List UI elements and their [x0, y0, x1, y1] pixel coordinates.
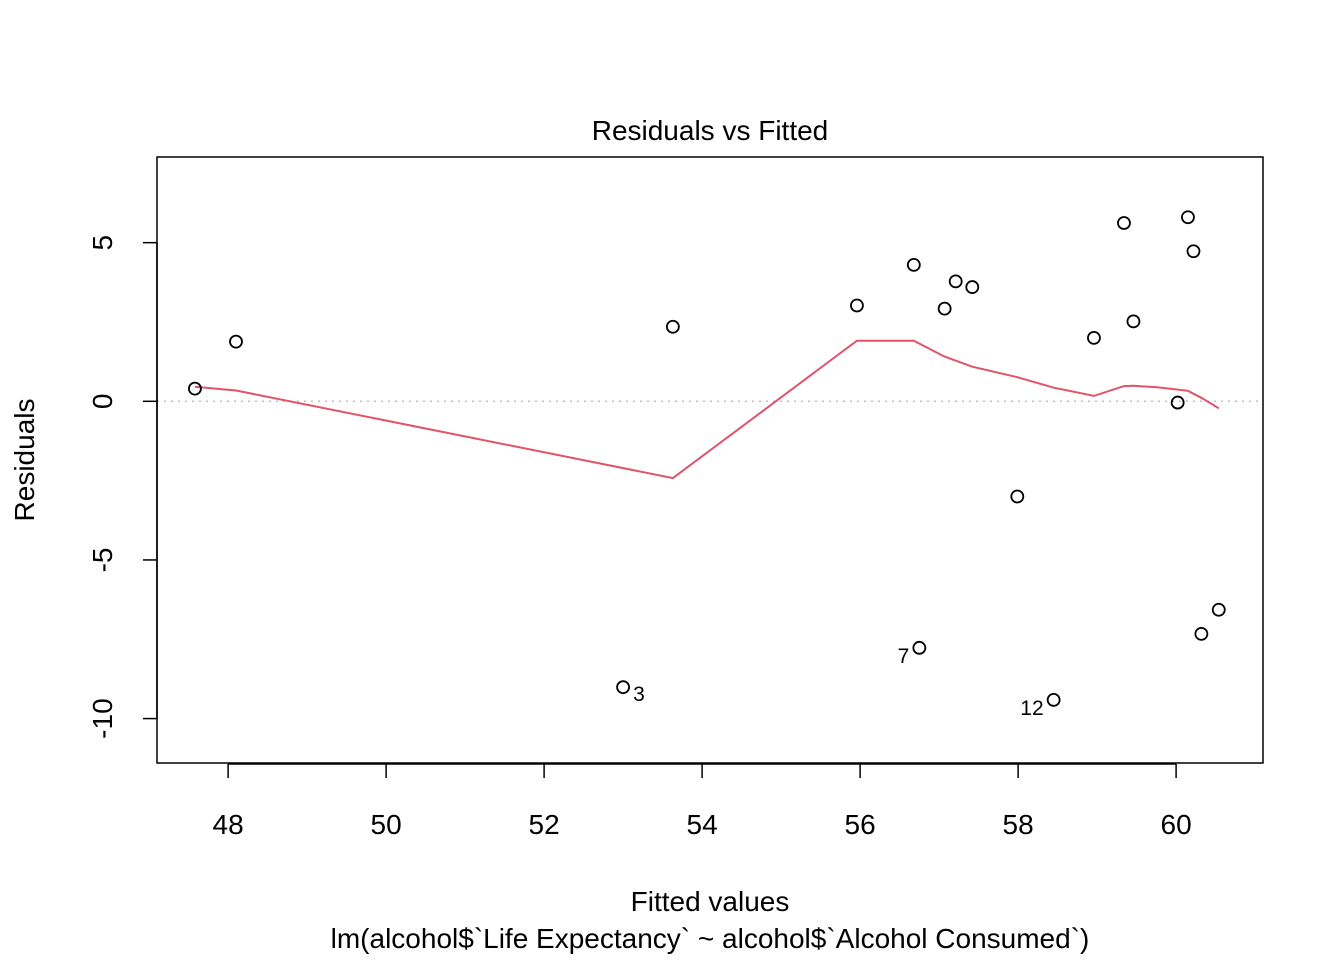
chart-title: Residuals vs Fitted — [592, 115, 829, 146]
data-point — [665, 319, 680, 334]
data-point — [948, 274, 963, 289]
x-tick-label: 56 — [845, 809, 876, 840]
x-tick-label: 50 — [371, 809, 402, 840]
y-tick-label: 0 — [87, 394, 118, 410]
data-point — [937, 301, 952, 316]
data-point — [229, 334, 243, 349]
x-tick-label: 60 — [1161, 809, 1192, 840]
data-point — [1186, 244, 1201, 259]
point-label: 12 — [1020, 697, 1043, 720]
data-point — [1010, 489, 1025, 504]
y-tick-label: -5 — [87, 547, 118, 572]
data-point — [850, 298, 864, 313]
points-layer: 3 7 12 — [188, 210, 1226, 720]
smooth-line — [194, 339, 1220, 480]
data-point — [1117, 216, 1131, 230]
x-axis: 48 50 52 54 56 58 60 — [213, 763, 1192, 840]
data-point — [1194, 626, 1209, 641]
smooth-line-layer — [194, 339, 1220, 480]
y-tick-label: -10 — [87, 698, 118, 738]
y-axis-label: Residuals — [9, 399, 40, 522]
x-tick-label: 58 — [1003, 809, 1034, 840]
data-point — [906, 257, 921, 272]
x-tick-label: 54 — [687, 809, 718, 840]
model-formula-subtitle: lm(alcohol$`Life Expectancy` ~ alcohol$`… — [331, 923, 1090, 954]
x-tick-label: 52 — [529, 809, 560, 840]
data-point — [1211, 602, 1226, 617]
y-tick-label: 5 — [87, 235, 118, 251]
data-point — [616, 680, 630, 695]
plot-frame — [156, 156, 1264, 764]
data-point — [1181, 210, 1195, 225]
point-label: 3 — [633, 683, 645, 706]
data-point — [965, 280, 980, 294]
data-point — [1046, 692, 1061, 707]
point-label: 7 — [898, 645, 910, 668]
x-tick-label: 48 — [213, 809, 244, 840]
data-point — [1170, 395, 1185, 410]
data-point — [912, 640, 927, 655]
x-axis-label: Fitted values — [631, 886, 790, 917]
data-point — [1087, 330, 1101, 345]
data-point — [1126, 314, 1141, 329]
data-point — [188, 381, 202, 396]
